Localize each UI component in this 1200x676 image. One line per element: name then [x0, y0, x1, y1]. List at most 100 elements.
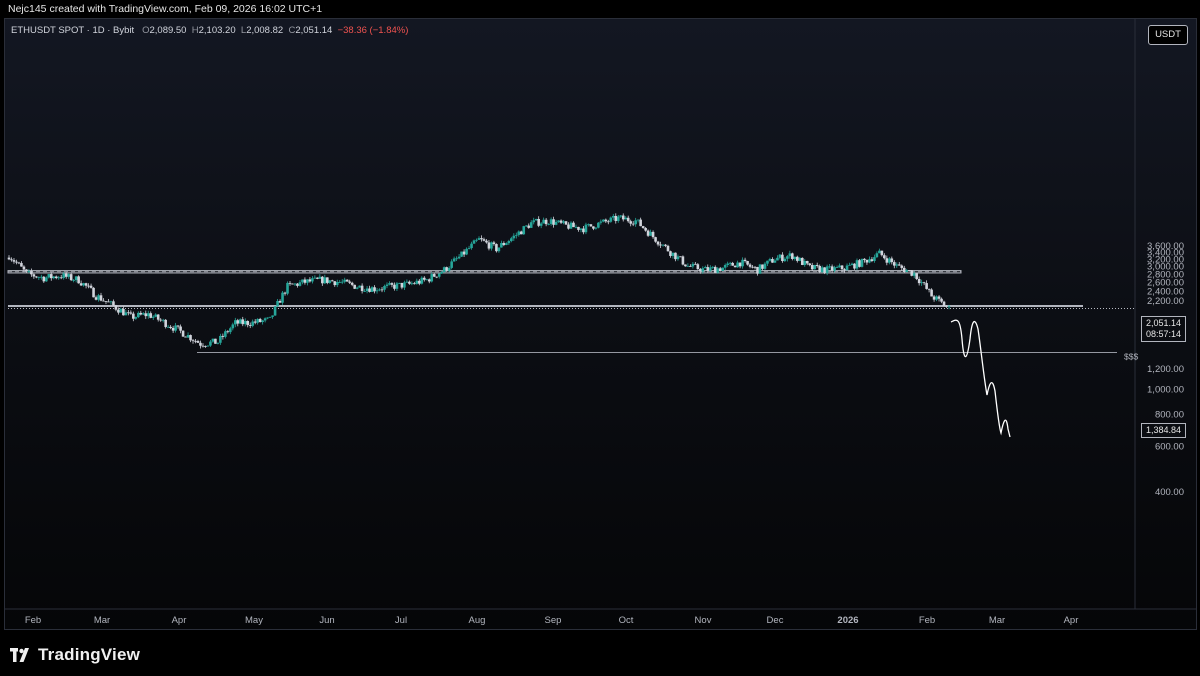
candle-body [313, 277, 317, 279]
candle-body [517, 231, 521, 235]
time-axis-label: Oct [619, 615, 634, 626]
candle-body [544, 219, 548, 225]
candle-body [519, 231, 523, 235]
candle-body [353, 284, 356, 289]
candle-body [179, 326, 182, 331]
candle-body [629, 221, 632, 224]
candle-body [863, 258, 866, 260]
candle-body [855, 260, 859, 269]
candle-body [373, 287, 376, 292]
open-label: O [142, 25, 150, 36]
candle-body [823, 267, 826, 273]
candle-body [350, 282, 354, 285]
candle-body [92, 287, 95, 298]
low-label: L [240, 25, 247, 36]
candle-body [455, 258, 458, 260]
candle-body [102, 300, 105, 302]
candle-body [796, 256, 799, 261]
candle-body [888, 258, 891, 263]
candle-body [644, 227, 647, 231]
candle-body [756, 266, 759, 274]
candle-body [537, 218, 540, 226]
candle-body [219, 335, 222, 343]
candle-body [348, 281, 351, 283]
candle-body [333, 281, 337, 286]
candle-body [432, 274, 436, 277]
candle-body [490, 242, 493, 249]
candle-body [674, 252, 677, 260]
candle-body [907, 270, 911, 271]
candle-body [398, 282, 401, 284]
price-axis-label: 3,200.00 [1147, 254, 1184, 265]
candle-body [326, 277, 329, 283]
candle-body [850, 263, 854, 265]
candle-body [288, 282, 292, 284]
candle-body [661, 244, 665, 246]
candle-body [30, 271, 33, 275]
candle-body [512, 235, 516, 239]
candle-body [104, 301, 108, 302]
candle-body [418, 280, 421, 284]
candle-body [592, 226, 595, 229]
candle-body [460, 251, 463, 257]
time-axis-label: Dec [767, 615, 784, 626]
candle-body [800, 257, 804, 265]
candle-body [522, 226, 526, 235]
candle-body [880, 250, 884, 256]
candle-body [718, 268, 722, 271]
candle-body [321, 276, 324, 284]
currency-button[interactable]: USDT [1148, 25, 1188, 45]
time-axis-label: Mar [989, 615, 1005, 626]
candle-body [69, 274, 73, 281]
candle-body [435, 276, 439, 278]
candle-body [7, 257, 11, 260]
time-axis-label: Jun [319, 615, 334, 626]
candle-body [375, 290, 379, 292]
candle-body [485, 240, 488, 243]
candle-body [238, 319, 242, 324]
header-bar: Nejc145 created with TradingView.com, Fe… [0, 0, 1200, 18]
candle-body [621, 215, 625, 220]
candle-body [892, 262, 896, 266]
candle-body [778, 254, 782, 258]
chart-area[interactable]: 3,600.00 3,400.00 3,200.00 3,000.00 2,800.00… [4, 18, 1197, 630]
candle-body [686, 265, 690, 267]
candle-body [584, 224, 588, 233]
candle-body [574, 226, 578, 228]
candle-body [532, 220, 536, 223]
time-axis-label: Jul [395, 615, 407, 626]
candle-body [355, 287, 359, 289]
candle-body [557, 220, 560, 222]
candle-body [196, 341, 200, 343]
tradingview-logo[interactable]: TradingView [10, 645, 140, 665]
candle-body [335, 281, 339, 286]
price-chart[interactable]: 3,600.003,400.003,200.003,000.002,800.00… [5, 19, 1197, 630]
symbol-name[interactable]: ETHUSDT SPOT · 1D · Bybit [11, 25, 135, 36]
candle-body [400, 282, 404, 288]
candle-body [699, 269, 702, 272]
candle-body [306, 279, 309, 283]
candle-body [124, 312, 128, 316]
candle-body [654, 237, 657, 242]
candle-body [221, 335, 225, 337]
candle-body [937, 296, 941, 299]
candle-body [845, 265, 849, 271]
candle-body [562, 221, 565, 223]
candle-body [273, 306, 277, 316]
candle-body [897, 264, 901, 266]
candle-body [134, 317, 138, 319]
time-axis-label: Sep [545, 615, 562, 626]
candle-body [283, 292, 287, 294]
candle-body [164, 319, 167, 327]
candle-body [910, 270, 913, 276]
candle-body [865, 259, 869, 263]
candle-body [487, 242, 491, 249]
candle-body [159, 319, 162, 321]
candle-body [415, 280, 419, 284]
candle-body [853, 263, 856, 269]
candle-body [582, 228, 585, 233]
candle-body [624, 217, 628, 220]
candle-body [410, 283, 414, 285]
low-value: 2,008.82 [246, 25, 284, 36]
candle-body [323, 277, 327, 284]
